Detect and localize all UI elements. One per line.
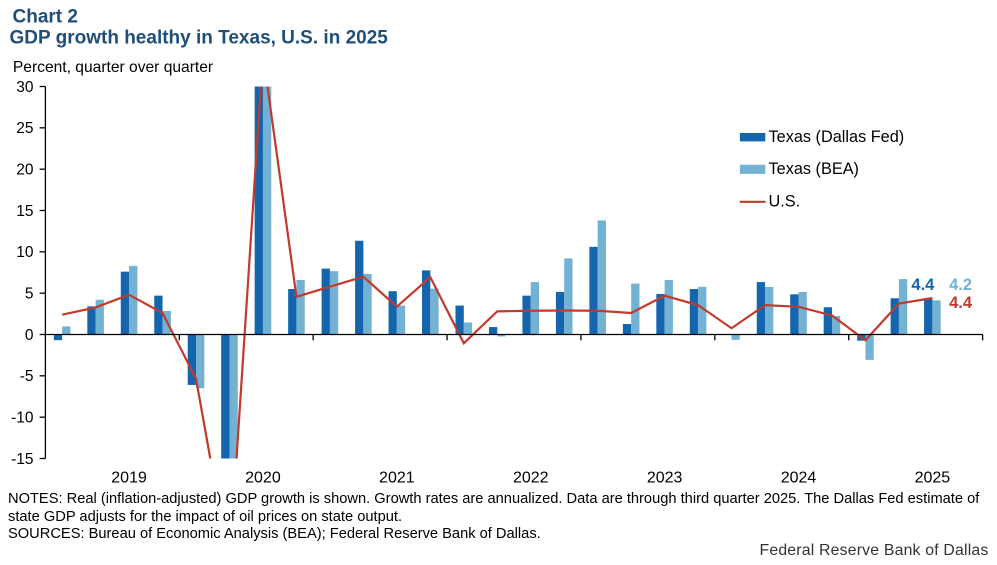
svg-text:2019: 2019 bbox=[111, 470, 147, 487]
svg-text:Chart 2: Chart 2 bbox=[13, 6, 78, 27]
svg-text:-15: -15 bbox=[11, 451, 33, 468]
svg-text:-5: -5 bbox=[20, 368, 34, 385]
svg-text:GDP growth healthy in Texas, U: GDP growth healthy in Texas, U.S. in 202… bbox=[10, 27, 389, 48]
svg-text:2022: 2022 bbox=[513, 470, 549, 487]
svg-text:Texas (BEA): Texas (BEA) bbox=[769, 160, 859, 178]
svg-text:Percent, quarter over quarter: Percent, quarter over quarter bbox=[13, 59, 213, 76]
svg-text:2021: 2021 bbox=[379, 470, 415, 487]
svg-text:2025: 2025 bbox=[915, 470, 951, 487]
svg-text:0: 0 bbox=[25, 327, 34, 344]
svg-text:15: 15 bbox=[16, 203, 33, 220]
svg-text:Texas (Dallas Fed): Texas (Dallas Fed) bbox=[769, 128, 905, 146]
svg-text:4.4: 4.4 bbox=[949, 294, 973, 312]
svg-text:4.2: 4.2 bbox=[949, 276, 972, 294]
svg-text:20: 20 bbox=[16, 162, 34, 179]
svg-text:2023: 2023 bbox=[647, 470, 683, 487]
svg-text:25: 25 bbox=[16, 120, 33, 137]
svg-text:5: 5 bbox=[25, 286, 34, 303]
svg-text:2020: 2020 bbox=[245, 470, 281, 487]
svg-text:10: 10 bbox=[16, 244, 34, 261]
svg-text:4.4: 4.4 bbox=[911, 276, 935, 294]
svg-text:30: 30 bbox=[16, 79, 34, 96]
svg-text:U.S.: U.S. bbox=[769, 192, 801, 210]
svg-text:2024: 2024 bbox=[781, 470, 817, 487]
svg-text:-10: -10 bbox=[11, 410, 34, 427]
